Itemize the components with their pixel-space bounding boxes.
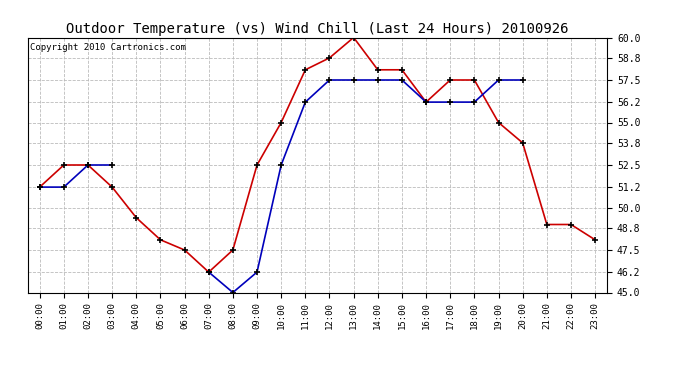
Title: Outdoor Temperature (vs) Wind Chill (Last 24 Hours) 20100926: Outdoor Temperature (vs) Wind Chill (Las… bbox=[66, 22, 569, 36]
Text: Copyright 2010 Cartronics.com: Copyright 2010 Cartronics.com bbox=[30, 43, 186, 52]
